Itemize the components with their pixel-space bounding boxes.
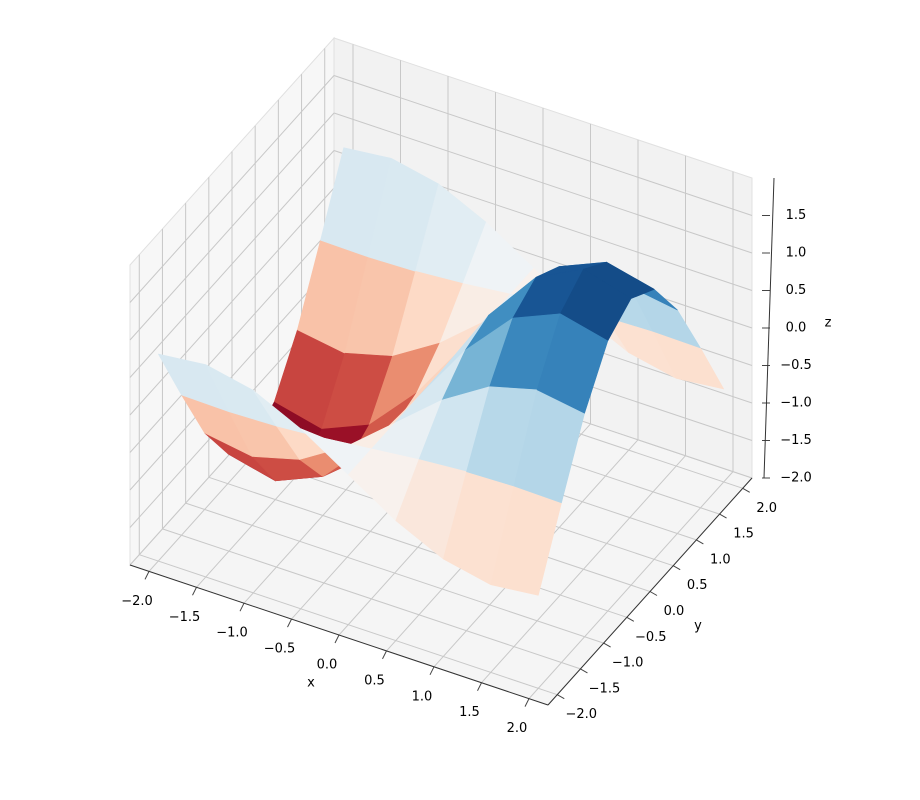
x-tick <box>524 698 530 707</box>
y-tick-label: −1.5 <box>589 681 621 696</box>
y-tick-label: −0.5 <box>635 630 667 645</box>
x-tick-label: −2.0 <box>121 594 153 609</box>
x-tick-label: 0.5 <box>364 673 385 688</box>
x-tick <box>287 618 292 628</box>
grid-line <box>129 225 335 453</box>
y-tick-label: 0.0 <box>664 604 685 619</box>
grid-line <box>185 502 604 644</box>
x-tick-label: 1.5 <box>459 705 480 720</box>
z-axis-label: z <box>825 316 832 331</box>
grid-line <box>208 476 627 618</box>
x-axis-line <box>129 564 549 706</box>
y-tick-label: 0.5 <box>687 578 708 593</box>
y-tick <box>580 668 588 674</box>
z-tick-label: −2.0 <box>780 471 812 486</box>
y-tick <box>603 642 611 648</box>
grid-line <box>129 150 335 378</box>
x-tick-label: −1.0 <box>216 626 248 641</box>
x-tick <box>192 587 197 596</box>
z-tick-label: 1.0 <box>786 246 807 261</box>
z-tick-label: 1.5 <box>786 208 807 223</box>
z-tick-label: −1.0 <box>780 396 812 411</box>
x-tick-label: −0.5 <box>264 642 296 657</box>
grid-line <box>333 112 753 254</box>
y-axis-line <box>547 477 753 706</box>
z-tick-label: 0.0 <box>786 321 807 336</box>
y-tick <box>649 591 658 596</box>
y-tick-label: −1.0 <box>612 656 644 671</box>
y-tick-label: 1.5 <box>733 527 754 542</box>
x-tick <box>429 666 435 676</box>
x-tick <box>477 682 482 691</box>
surface-patch <box>536 313 609 414</box>
grid-line <box>129 112 335 341</box>
x-tick-label: 2.0 <box>507 721 528 736</box>
y-tick <box>696 539 704 545</box>
y-axis-label: y <box>694 619 702 634</box>
ticks: −2.0−1.5−1.0−0.50.00.51.01.52.0−2.0−1.5−… <box>121 177 812 736</box>
x-tick-label: 1.0 <box>412 689 433 704</box>
x-tick <box>382 650 387 660</box>
z-axis-line <box>763 177 775 479</box>
x-tick <box>239 602 245 612</box>
y-tick-label: 1.0 <box>710 552 731 567</box>
x-axis-label: x <box>307 676 315 691</box>
y-tick-label: 2.0 <box>756 501 777 516</box>
z-tick-label: −1.5 <box>780 433 812 448</box>
y-tick <box>719 513 727 519</box>
z-tick-label: 0.5 <box>786 283 807 298</box>
y-tick <box>626 616 635 622</box>
grid-line <box>139 554 558 696</box>
surf <box>158 147 725 596</box>
grid-line <box>333 75 753 216</box>
y-tick <box>557 694 565 700</box>
grid-line <box>162 528 581 670</box>
grid-line <box>129 262 335 491</box>
x-tick-label: 0.0 <box>317 658 338 673</box>
y-tick <box>742 487 750 493</box>
y-tick-label: −2.0 <box>565 707 597 722</box>
y-tick <box>672 565 681 571</box>
grid-line <box>129 75 335 303</box>
grid-line <box>129 187 335 416</box>
x-tick <box>144 571 150 580</box>
x-tick-label: −1.5 <box>169 610 201 625</box>
x-tick <box>334 634 340 644</box>
z-tick-label: −0.5 <box>780 358 812 373</box>
